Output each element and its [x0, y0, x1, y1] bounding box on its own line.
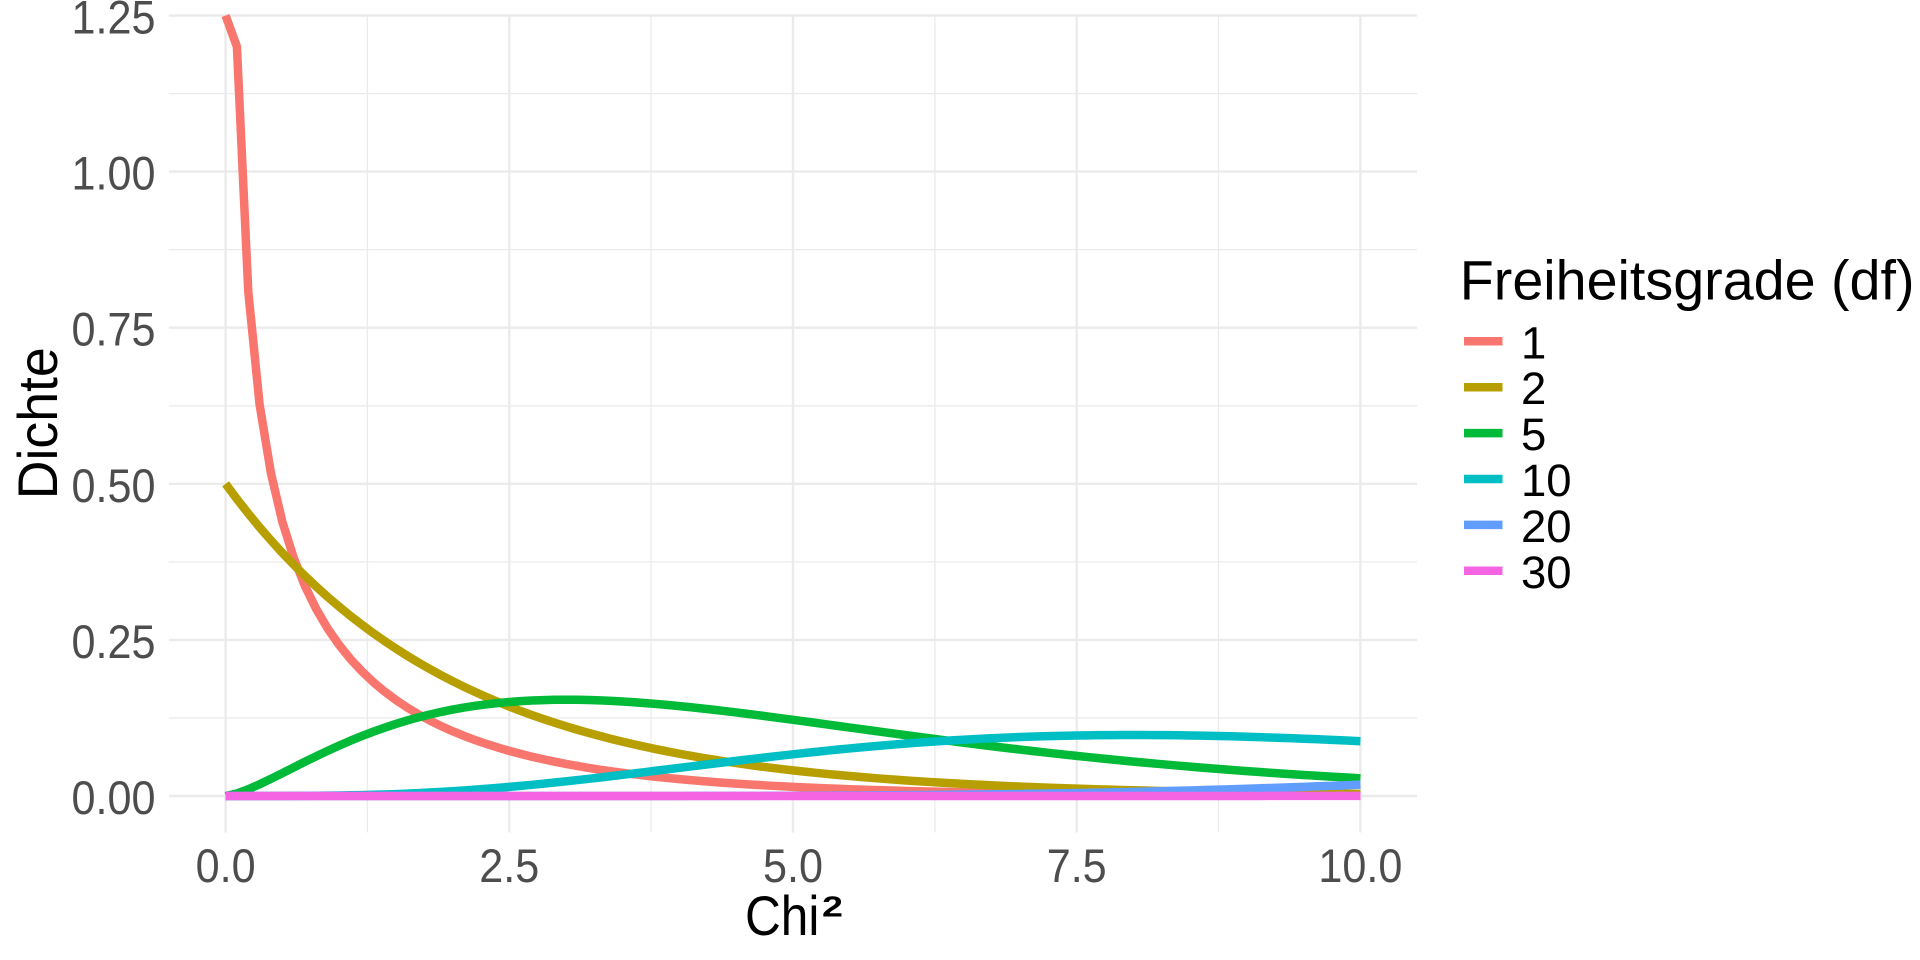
svg-text:1.00: 1.00 — [72, 147, 156, 200]
svg-text:1: 1 — [1521, 317, 1546, 368]
svg-text:5.0: 5.0 — [763, 839, 823, 892]
svg-text:2.5: 2.5 — [479, 839, 539, 892]
svg-text:20: 20 — [1521, 501, 1572, 552]
svg-text:7.5: 7.5 — [1047, 839, 1107, 892]
svg-text:0.75: 0.75 — [72, 303, 156, 356]
svg-text:1.25: 1.25 — [72, 0, 156, 44]
svg-text:0.0: 0.0 — [196, 839, 256, 892]
svg-text:Freiheitsgrade (df): Freiheitsgrade (df) — [1460, 248, 1915, 311]
svg-text:0.50: 0.50 — [72, 459, 156, 512]
svg-text:0.25: 0.25 — [72, 615, 156, 668]
svg-text:10.0: 10.0 — [1318, 839, 1402, 892]
svg-text:2: 2 — [1521, 363, 1546, 414]
svg-text:5: 5 — [1521, 409, 1546, 460]
svg-text:10: 10 — [1521, 455, 1572, 506]
svg-text:30: 30 — [1521, 547, 1572, 598]
svg-text:2: 2 — [822, 891, 843, 923]
svg-text:Dichte: Dichte — [6, 347, 69, 499]
svg-text:0.00: 0.00 — [72, 771, 156, 824]
svg-text:Chi: Chi — [745, 884, 819, 947]
